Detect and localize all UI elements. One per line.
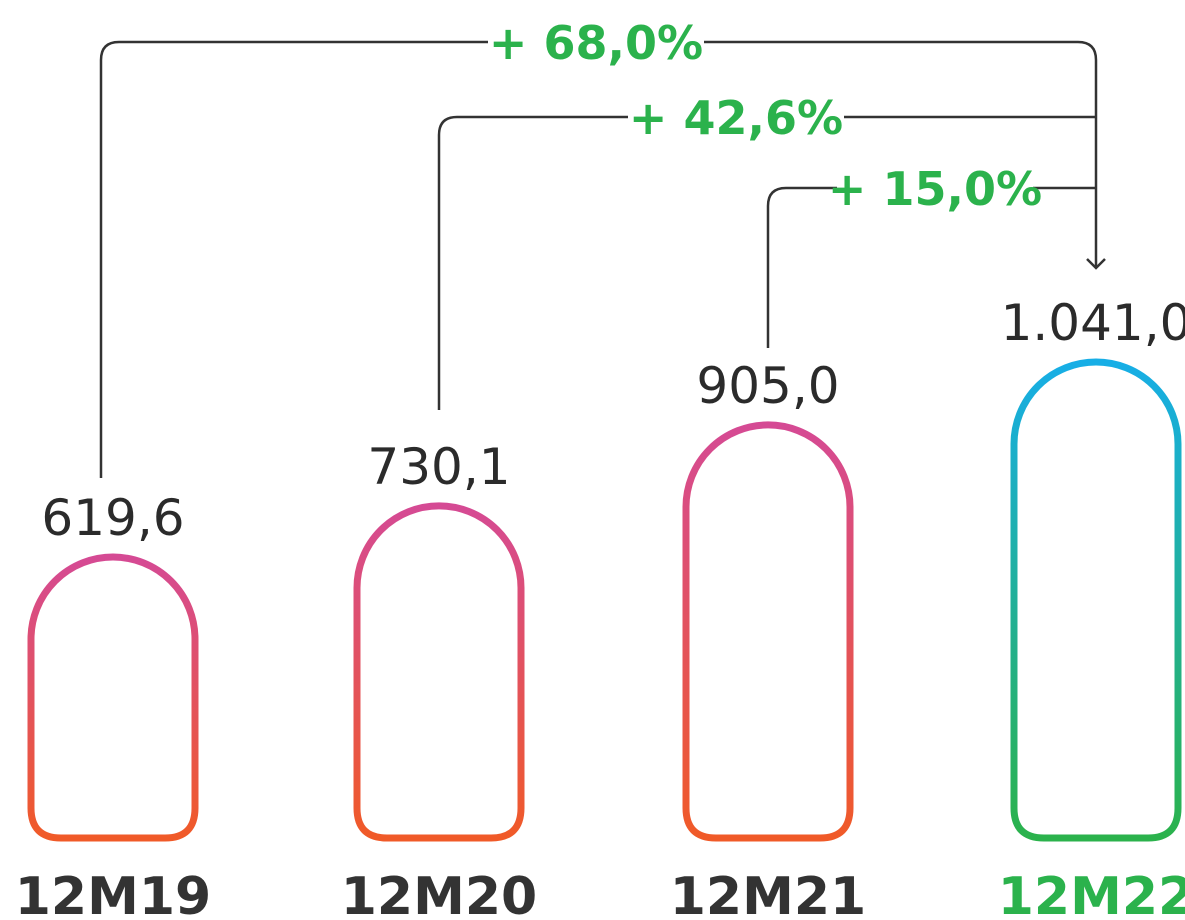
category-label-12m21: 12M21 [670,867,866,920]
connector-right-12m19 [704,40,1098,268]
growth-label-12m19: + 68,0% [489,16,703,70]
category-label-12m19: 12M19 [15,867,211,920]
value-label-12m19: 619,6 [41,489,184,547]
value-label-12m22: 1.041,0 [1001,294,1185,352]
connector-left-12m20 [437,115,628,410]
value-label-12m21: 905,0 [696,357,839,415]
value-label-12m20: 730,1 [367,438,510,496]
bars [27,358,1182,842]
category-label-12m20: 12M20 [341,867,537,920]
labels: 619,6 12M19 730,1 12M20 905,0 12M21 1.041,0 12M… [15,294,1185,920]
bar-12m22 [1010,358,1182,842]
growth-label-12m20: + 42,6% [629,91,843,145]
connector-left-12m21 [766,186,837,348]
bar-12m21 [682,421,854,842]
growth-label-12m21: + 15,0% [828,162,1042,216]
bar-12m19 [27,553,199,842]
arrow-down-icon [1086,258,1106,270]
growth-connectors: + 68,0% + 42,6% + 15,0% [99,16,1106,478]
connector-left-12m19 [99,40,488,478]
bar-12m20 [353,502,525,842]
category-label-12m22: 12M22 [998,867,1185,920]
